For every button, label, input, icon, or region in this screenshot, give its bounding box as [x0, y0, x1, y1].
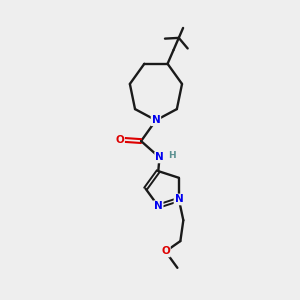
Text: O: O [161, 247, 170, 256]
Text: N: N [155, 152, 164, 162]
Text: N: N [154, 201, 163, 211]
Text: N: N [152, 115, 160, 125]
Text: O: O [115, 135, 124, 145]
Text: N: N [175, 194, 183, 205]
Text: H: H [168, 151, 176, 160]
